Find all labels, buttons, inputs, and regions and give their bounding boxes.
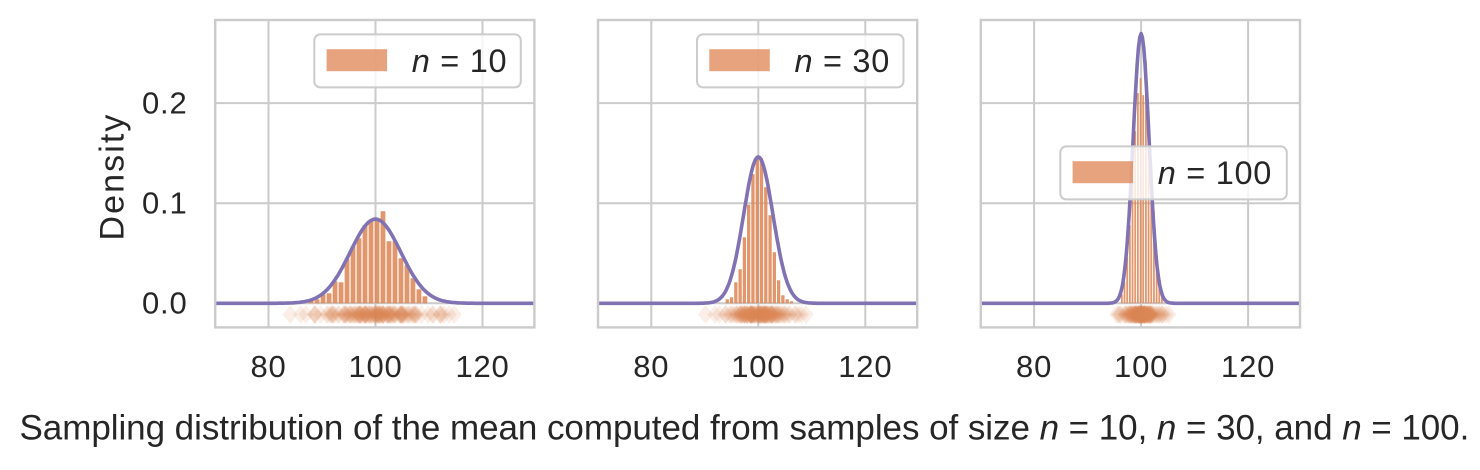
svg-text:100: 100 bbox=[731, 349, 785, 384]
svg-text:n = 100: n = 100 bbox=[1158, 155, 1272, 191]
svg-text:100: 100 bbox=[1114, 349, 1168, 384]
svg-text:n = 10: n = 10 bbox=[412, 43, 507, 79]
svg-text:80: 80 bbox=[250, 349, 286, 384]
svg-text:120: 120 bbox=[838, 349, 892, 384]
svg-text:Density: Density bbox=[94, 112, 132, 240]
svg-text:120: 120 bbox=[455, 349, 509, 384]
svg-text:80: 80 bbox=[1016, 349, 1052, 384]
svg-text:100: 100 bbox=[348, 349, 402, 384]
svg-text:120: 120 bbox=[1221, 349, 1275, 384]
svg-text:0.0: 0.0 bbox=[142, 286, 188, 321]
svg-text:0.1: 0.1 bbox=[142, 186, 188, 221]
svg-text:n = 30: n = 30 bbox=[795, 43, 890, 79]
svg-text:80: 80 bbox=[633, 349, 669, 384]
svg-text:0.2: 0.2 bbox=[142, 86, 188, 121]
svg-text:Sampling distribution of the m: Sampling distribution of the mean comput… bbox=[20, 408, 1470, 447]
